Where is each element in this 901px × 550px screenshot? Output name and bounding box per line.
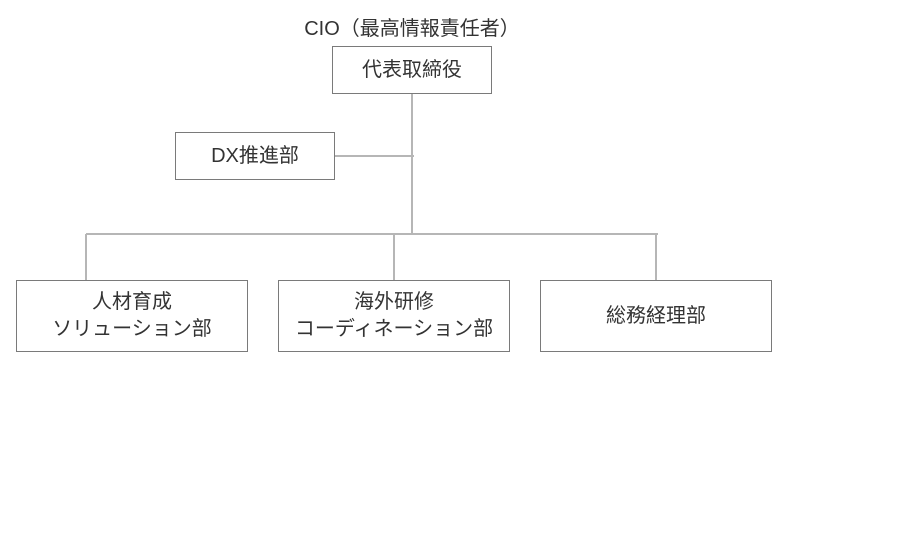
connector-line [335, 155, 414, 157]
org-node-general-affairs: 総務経理部 [540, 280, 772, 352]
org-chart-canvas: CIO（最高情報責任者） 代表取締役 DX推進部 人材育成 ソリューション部 海… [0, 0, 901, 550]
org-node-overseas-training: 海外研修 コーディネーション部 [278, 280, 510, 352]
org-node-dx: DX推進部 [175, 132, 335, 180]
connector-line [86, 233, 658, 235]
connector-line [85, 234, 87, 280]
connector-line [411, 156, 413, 234]
connector-line [655, 234, 657, 280]
org-node-label: 総務経理部 [606, 303, 706, 330]
connector-line [393, 234, 395, 280]
org-node-label: DX推進部 [211, 143, 299, 170]
org-node-root: 代表取締役 [332, 46, 492, 94]
org-node-hr-solution: 人材育成 ソリューション部 [16, 280, 248, 352]
org-node-label: 代表取締役 [362, 57, 462, 84]
chart-title: CIO（最高情報責任者） [282, 12, 542, 41]
org-node-label: 海外研修 コーディネーション部 [295, 289, 493, 343]
org-node-label: 人材育成 ソリューション部 [52, 289, 212, 343]
connector-line [411, 94, 413, 156]
